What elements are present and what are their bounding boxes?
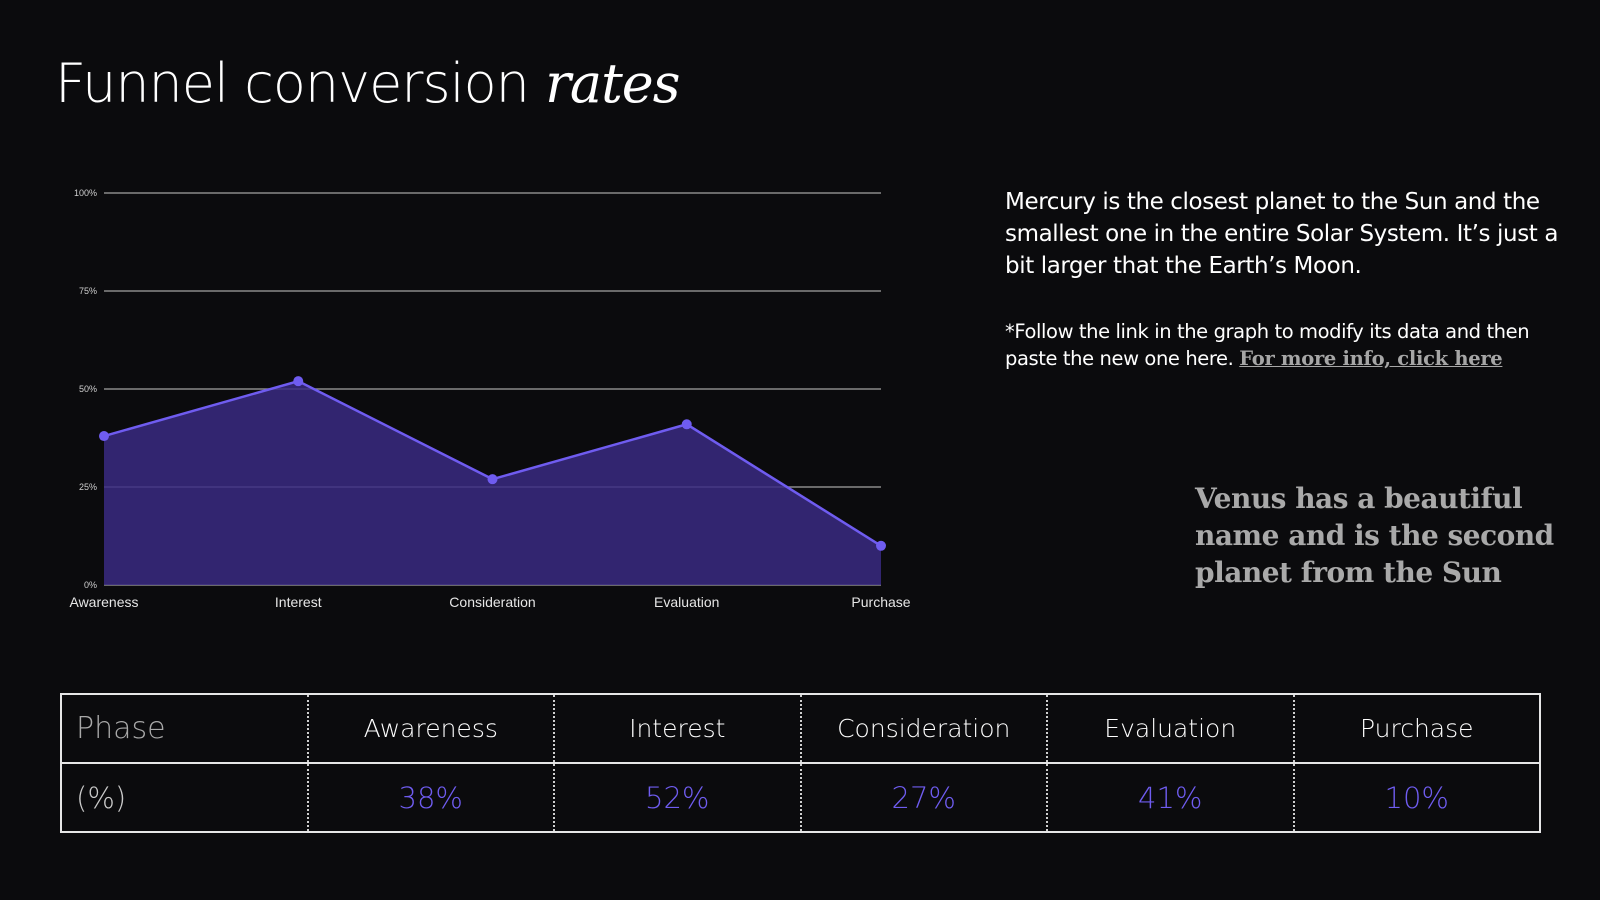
funnel-area-chart: 0% 25% 50% 75% 100% Awareness Interest Consider… bbox=[69, 188, 910, 610]
row-label-cell: (%) bbox=[76, 780, 127, 815]
header-cell: Awareness bbox=[306, 694, 554, 764]
data-point bbox=[681, 419, 692, 430]
title-accent: rates bbox=[545, 52, 680, 115]
value-cell: 41% bbox=[1046, 763, 1294, 832]
x-tick-label: Interest bbox=[275, 594, 322, 610]
header-cell: Interest bbox=[553, 694, 801, 764]
y-tick-label: 75% bbox=[79, 286, 97, 296]
conversion-table: Phase Awareness Interest Consideration E… bbox=[60, 693, 1541, 833]
more-info-link[interactable]: For more info, click here bbox=[1239, 347, 1503, 370]
x-tick-label: Awareness bbox=[69, 594, 138, 610]
x-tick-label: Evaluation bbox=[654, 594, 719, 610]
value-cell: 10% bbox=[1292, 763, 1540, 832]
y-tick-label: 50% bbox=[79, 384, 97, 394]
header-label-cell: Phase bbox=[61, 694, 308, 764]
data-point bbox=[99, 431, 109, 442]
y-tick-label: 0% bbox=[84, 580, 97, 590]
page-title: Funnel conversion rates bbox=[55, 52, 680, 115]
description-text: Mercury is the closest planet to the Sun… bbox=[1005, 189, 1559, 279]
quote-text: Venus has a beautiful name and is the se… bbox=[1195, 482, 1554, 589]
header-cell: Purchase bbox=[1292, 694, 1540, 764]
value-cell: 27% bbox=[799, 763, 1047, 832]
data-point bbox=[487, 474, 498, 485]
table-row: (%) 38% 52% 27% 41% 10% bbox=[61, 763, 1540, 832]
data-point bbox=[876, 540, 886, 551]
header-cell: Consideration bbox=[799, 694, 1047, 764]
x-tick-label: Consideration bbox=[449, 594, 535, 610]
y-tick-label: 25% bbox=[79, 482, 97, 492]
title-main: Funnel conversion bbox=[55, 52, 546, 115]
value-cell: 52% bbox=[553, 763, 801, 832]
x-tick-label: Purchase bbox=[851, 594, 910, 610]
note-text: *Follow the link in the graph to modify … bbox=[1005, 318, 1565, 372]
data-point bbox=[293, 376, 304, 387]
note-body: *Follow the link in the graph to modify … bbox=[1005, 320, 1530, 370]
table-header-row: Phase Awareness Interest Consideration E… bbox=[61, 694, 1540, 764]
header-cell: Evaluation bbox=[1046, 694, 1294, 764]
y-tick-label: 100% bbox=[74, 188, 97, 198]
value-cell: 38% bbox=[306, 763, 554, 832]
